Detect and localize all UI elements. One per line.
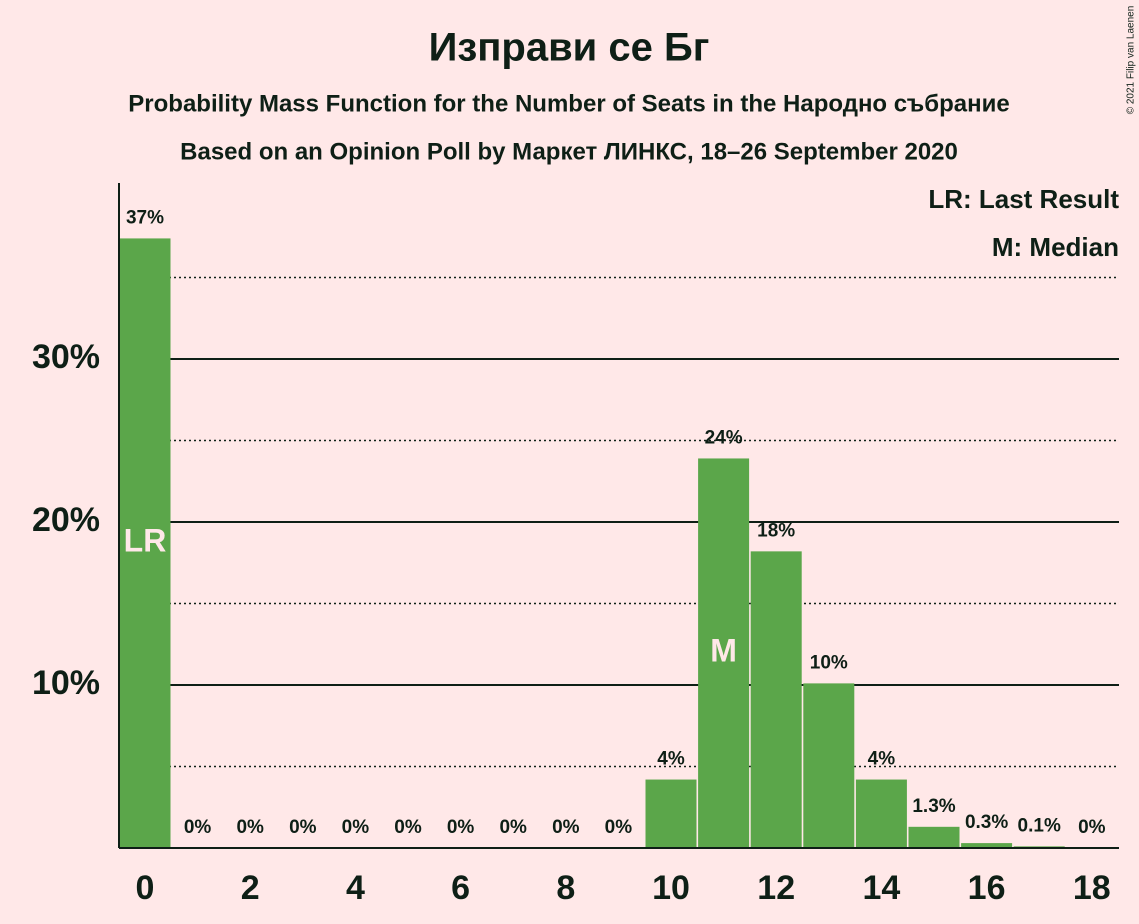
labels: 10%20%30%037%LR0%20% 0%40% 0%60% 0%80% 0%104… — [32, 184, 1119, 907]
value-label: 0% — [184, 817, 212, 838]
bar — [119, 238, 171, 848]
value-label: 4% — [657, 749, 685, 770]
x-tick-label: 14 — [862, 869, 900, 907]
value-label: 0% — [552, 817, 580, 838]
value-label: 0% — [394, 817, 422, 838]
chart-title: Изправи се Бг — [429, 26, 710, 70]
legend-entry: LR: Last Result — [928, 184, 1119, 214]
legend-entry: M: Median — [992, 232, 1119, 262]
value-label: 0% — [289, 817, 317, 838]
bar-annotation: LR — [124, 523, 167, 559]
value-label: 18% — [757, 520, 795, 541]
chart-subtitle: Based on an Opinion Poll by Маркет ЛИНКС… — [180, 138, 958, 165]
y-tick-label: 20% — [32, 501, 100, 539]
y-tick-label: 10% — [32, 664, 100, 702]
value-label: 0.3% — [965, 812, 1008, 833]
value-label: 0% — [236, 817, 264, 838]
value-label: 4% — [868, 749, 896, 770]
value-label: 0% — [447, 817, 475, 838]
bar-annotation: M — [710, 633, 737, 669]
value-label: 0% — [499, 817, 527, 838]
x-tick-label: 6 — [451, 869, 470, 907]
x-tick-label: 4 — [346, 869, 365, 907]
x-tick-label: 8 — [556, 869, 575, 907]
value-label: 0.1% — [1018, 815, 1061, 836]
x-tick-label: 2 — [241, 869, 260, 907]
bar — [855, 779, 907, 848]
value-label: 10% — [810, 652, 848, 673]
value-label: 0% — [605, 817, 633, 838]
chart-subtitle: Probability Mass Function for the Number… — [128, 90, 1009, 117]
x-tick-label: 12 — [757, 869, 795, 907]
value-label: 37% — [126, 207, 164, 228]
copyright: © 2021 Filip van Laenen — [1126, 6, 1137, 115]
bar — [698, 458, 750, 848]
bar — [908, 826, 960, 848]
bar — [803, 683, 855, 848]
bar — [645, 779, 697, 848]
value-label: 0% — [342, 817, 370, 838]
grid — [119, 276, 1119, 768]
x-tick-label: 10 — [652, 869, 690, 907]
y-tick-label: 30% — [32, 338, 100, 376]
value-label: 0% — [1078, 817, 1106, 838]
bars — [119, 238, 1065, 848]
x-tick-label: 18 — [1073, 869, 1111, 907]
x-tick-label: 0 — [136, 869, 155, 907]
value-label: 24% — [705, 427, 743, 448]
value-label: 1.3% — [912, 796, 955, 817]
x-tick-label: 16 — [968, 869, 1006, 907]
bar — [750, 551, 802, 848]
bar — [961, 843, 1013, 848]
